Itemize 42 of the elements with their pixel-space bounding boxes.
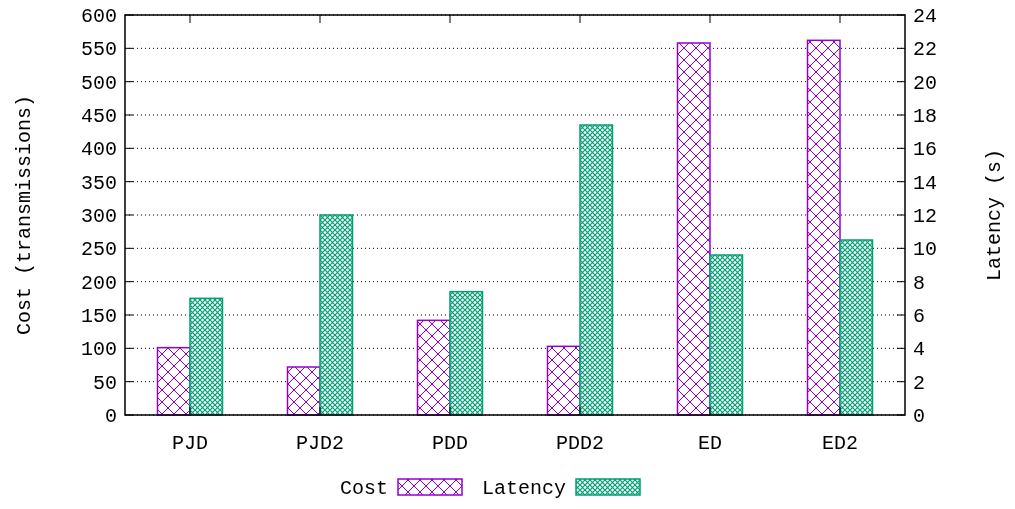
y-tick-label: 150: [80, 305, 117, 328]
bar: [286, 366, 321, 416]
y-axis-title: Cost (transmissions): [13, 94, 36, 336]
bar: [319, 214, 354, 416]
legend-label: Latency: [482, 477, 567, 500]
y2-tick-label: 8: [913, 271, 926, 295]
y2-tick-label: 22: [913, 38, 938, 62]
bar: [806, 39, 841, 416]
y-tick-label: 350: [80, 171, 117, 195]
y-tick-label: 100: [80, 338, 117, 362]
y2-axis-title: Latency (s): [983, 148, 1006, 282]
x-tick-label: ED2: [821, 432, 859, 455]
y-tick-label: 0: [104, 405, 117, 428]
x-tick-label: ED: [697, 432, 723, 455]
x-tick-label: PDD2: [555, 432, 605, 455]
y2-tick-label: 14: [913, 171, 938, 195]
y2-tick-label: 0: [913, 405, 926, 428]
y2-tick-label: 6: [913, 305, 926, 328]
y2-tick-label: 16: [913, 138, 938, 162]
y2-tick-label: 24: [913, 5, 938, 28]
y2-tick-label: 2: [913, 371, 926, 395]
legend-label: Cost: [340, 477, 389, 500]
x-tick-label: PJD2: [295, 432, 345, 455]
y-tick-label: 400: [80, 138, 117, 162]
x-tick-label: PJD: [171, 432, 209, 455]
y-tick-label: 450: [80, 105, 117, 128]
y-tick-label: 200: [80, 271, 117, 295]
x-tick-label: PDD: [431, 432, 469, 455]
y2-tick-label: 12: [913, 205, 938, 228]
y2-tick-label: 18: [913, 105, 938, 128]
y-tick-label: 250: [80, 238, 117, 262]
bar: [676, 42, 711, 416]
y-tick-label: 550: [80, 38, 117, 62]
y-tick-label: 500: [80, 71, 117, 95]
y2-tick-label: 20: [913, 71, 938, 95]
y2-tick-label: 4: [913, 338, 926, 362]
bar: [546, 345, 581, 416]
y-tick-label: 50: [92, 371, 117, 395]
y-tick-label: 600: [80, 5, 117, 28]
y2-tick-label: 10: [913, 238, 938, 262]
bar: [579, 124, 614, 416]
y-tick-label: 300: [80, 205, 117, 228]
